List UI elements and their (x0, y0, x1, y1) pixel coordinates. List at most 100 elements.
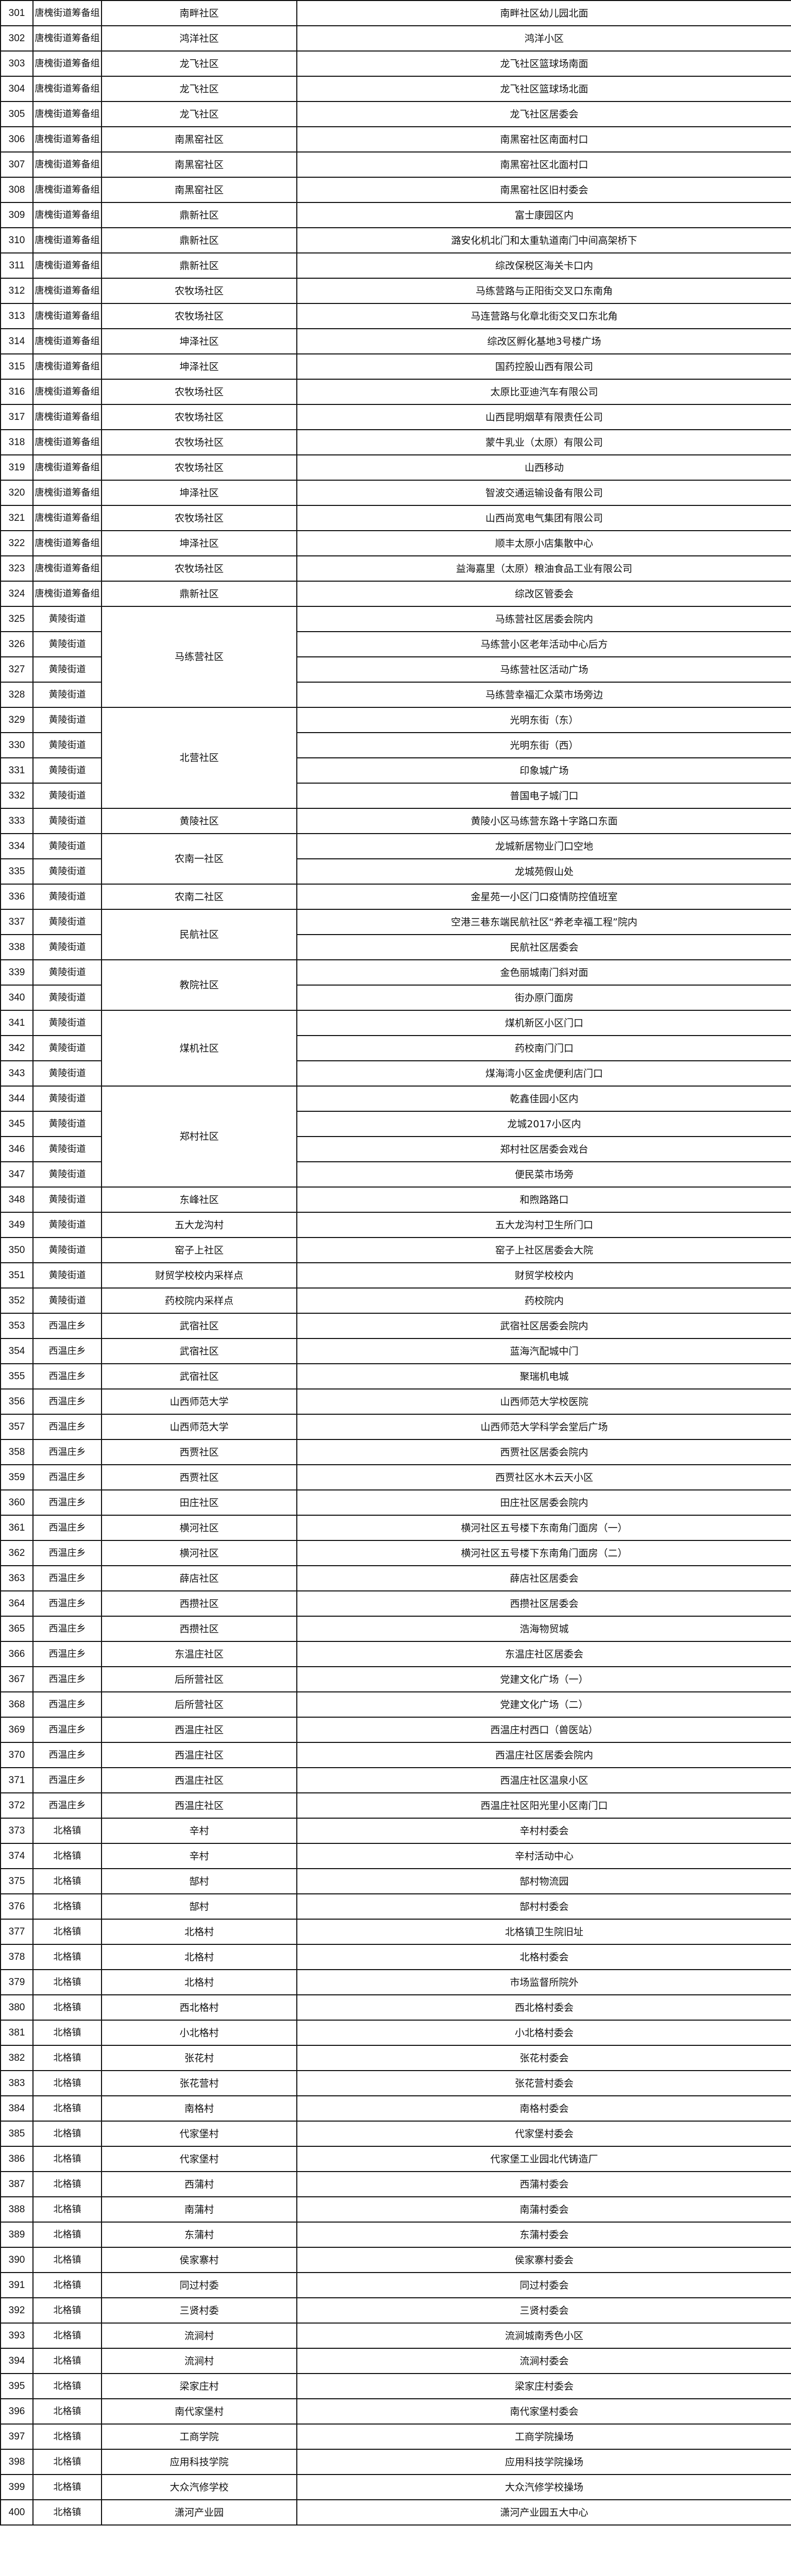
street-cell: 唐槐街道筹备组 (32, 480, 102, 506)
location-cell: 山西师范大学科学会堂后广场 (296, 1414, 791, 1440)
row-number-cell: 399 (0, 2474, 33, 2500)
table-row: 393 北格镇 流涧村 流涧城南秀色小区 (0, 2323, 791, 2349)
row-number-cell: 393 (0, 2323, 33, 2349)
street-cell: 黄陵街道 (32, 1035, 102, 1061)
street-cell: 唐槐街道筹备组 (32, 353, 102, 380)
location-cell: 市场监督所院外 (296, 1969, 791, 1995)
table-row: 336 黄陵街道 农南二社区 金星苑一小区门口疫情防控值班室 (0, 884, 791, 910)
community-cell: 坤泽社区 (101, 328, 297, 354)
community-cell: 大众汽修学校 (101, 2474, 297, 2500)
location-cell: 龙城2017小区内 (296, 1111, 791, 1137)
location-cell: 侯家寨村委会 (296, 2247, 791, 2273)
community-cell: 龙飞社区 (101, 101, 297, 127)
street-cell: 唐槐街道筹备组 (32, 227, 102, 253)
community-cell: 西温庄社区 (101, 1742, 297, 1768)
street-cell: 北格镇 (32, 2146, 102, 2172)
table-row: 302 唐槐街道筹备组 鸿洋社区 鸿洋小区 (0, 25, 791, 52)
street-cell: 黄陵街道 (32, 631, 102, 657)
location-cell: 金色丽城南门斜对面 (296, 959, 791, 986)
location-cell: 空港三巷东端民航社区“养老幸福工程”院内 (296, 909, 791, 935)
table-row: 314 唐槐街道筹备组 坤泽社区 综改区孵化基地3号楼广场 (0, 328, 791, 354)
location-cell: 国药控股山西有限公司 (296, 353, 791, 380)
row-number-cell: 343 (0, 1060, 33, 1087)
location-cell: 薛店社区居委会 (296, 1565, 791, 1591)
row-number-cell: 388 (0, 2196, 33, 2223)
row-number-cell: 379 (0, 1969, 33, 1995)
location-cell: 印象城广场 (296, 757, 791, 784)
row-number-cell: 302 (0, 25, 33, 52)
row-number-cell: 375 (0, 1868, 33, 1894)
row-number-cell: 360 (0, 1489, 33, 1516)
community-cell: 北格村 (101, 1969, 297, 1995)
street-cell: 北格镇 (32, 2121, 102, 2147)
table-row: 370 西温庄乡 西温庄社区 西温庄社区居委会院内 (0, 1742, 791, 1768)
table-row: 378 北格镇 北格村 北格村委会 (0, 1944, 791, 1970)
table-row: 338 黄陵街道 民航社区居委会 (0, 934, 791, 960)
location-cell: 药校南门门口 (296, 1035, 791, 1061)
street-cell: 西温庄乡 (32, 1515, 102, 1541)
community-cell: 流涧村 (101, 2323, 297, 2349)
table-row: 303 唐槐街道筹备组 龙飞社区 龙飞社区篮球场南面 (0, 50, 791, 77)
location-cell: 南黑窑社区旧村委会 (296, 177, 791, 203)
table-row: 390 北格镇 侯家寨村 侯家寨村委会 (0, 2247, 791, 2273)
community-cell: 财贸学校校内采样点 (101, 1262, 297, 1289)
location-cell: 辛村村委会 (296, 1818, 791, 1844)
table-row: 335 黄陵街道 龙城苑假山处 (0, 858, 791, 885)
table-row: 325 黄陵街道 马练营社区 马练营社区居委会院内 (0, 606, 791, 708)
community-cell: 教院社区 (101, 959, 297, 1011)
table-row: 333 黄陵街道 黄陵社区 黄陵小区马练营东路十字路口东面 (0, 808, 791, 834)
row-number-cell: 395 (0, 2373, 33, 2399)
row-number-cell: 386 (0, 2146, 33, 2172)
location-cell: 综改区孵化基地3号楼广场 (296, 328, 791, 354)
community-cell: 鸿洋社区 (101, 25, 297, 52)
community-cell: 东峰社区 (101, 1187, 297, 1213)
table-row: 399 北格镇 大众汽修学校 大众汽修学校操场 (0, 2474, 791, 2500)
table-row: 392 北格镇 三贤村委 三贤村委会 (0, 2297, 791, 2324)
row-number-cell: 353 (0, 1313, 33, 1339)
street-cell: 黄陵街道 (32, 959, 102, 986)
location-cell: 工商学院操场 (296, 2424, 791, 2450)
street-cell: 西温庄乡 (32, 1464, 102, 1490)
location-cell: 南黑窑社区北面村口 (296, 151, 791, 178)
location-cell: 益海嘉里（太原）粮油食品工业有限公司 (296, 555, 791, 582)
community-cell: 代家堡村 (101, 2121, 297, 2147)
street-cell: 黄陵街道 (32, 1136, 102, 1162)
location-cell: 大众汽修学校操场 (296, 2474, 791, 2500)
street-cell: 唐槐街道筹备组 (32, 454, 102, 481)
table-row: 398 北格镇 应用科技学院 应用科技学院操场 (0, 2449, 791, 2475)
table-row: 340 黄陵街道 街办原门面房 (0, 985, 791, 1011)
location-cell: 西蒲村委会 (296, 2171, 791, 2197)
row-number-cell: 346 (0, 1136, 33, 1162)
location-cell: 梁家庄村委会 (296, 2373, 791, 2399)
community-cell: 龙飞社区 (101, 76, 297, 102)
community-cell: 农南一社区 (101, 833, 297, 885)
table-row: 374 北格镇 辛村 辛村活动中心 (0, 1843, 791, 1869)
community-cell: 鼎新社区 (101, 202, 297, 228)
community-cell: 南代家堡村 (101, 2398, 297, 2425)
location-cell: 智波交通运输设备有限公司 (296, 480, 791, 506)
table-row: 358 西温庄乡 西贾社区 西贾社区居委会院内 (0, 1439, 791, 1465)
table-row: 385 北格镇 代家堡村 代家堡村委会 (0, 2121, 791, 2147)
location-cell: 马连营路与化章北街交叉口东北角 (296, 303, 791, 329)
location-cell: 蒙牛乳业（太原）有限公司 (296, 429, 791, 455)
street-cell: 北格镇 (32, 2348, 102, 2374)
community-cell: 张花村 (101, 2045, 297, 2071)
community-cell: 横河社区 (101, 1540, 297, 1566)
location-cell: 党建文化广场（一） (296, 1666, 791, 1692)
street-cell: 黄陵街道 (32, 682, 102, 708)
community-cell: 西温庄社区 (101, 1717, 297, 1743)
row-number-cell: 340 (0, 985, 33, 1011)
table-row: 384 北格镇 南格村 南格村委会 (0, 2095, 791, 2122)
street-cell: 黄陵街道 (32, 1262, 102, 1289)
community-cell: 潇河产业园 (101, 2499, 297, 2526)
location-cell: 党建文化广场（二） (296, 1691, 791, 1718)
street-cell: 唐槐街道筹备组 (32, 328, 102, 354)
table-row: 361 西温庄乡 横河社区 横河社区五号楼下东南角门面房（一） (0, 1515, 791, 1541)
street-cell: 唐槐街道筹备组 (32, 404, 102, 430)
street-cell: 北格镇 (32, 2045, 102, 2071)
row-number-cell: 333 (0, 808, 33, 834)
row-number-cell: 355 (0, 1363, 33, 1389)
row-number-cell: 304 (0, 76, 33, 102)
row-number-cell: 312 (0, 278, 33, 304)
